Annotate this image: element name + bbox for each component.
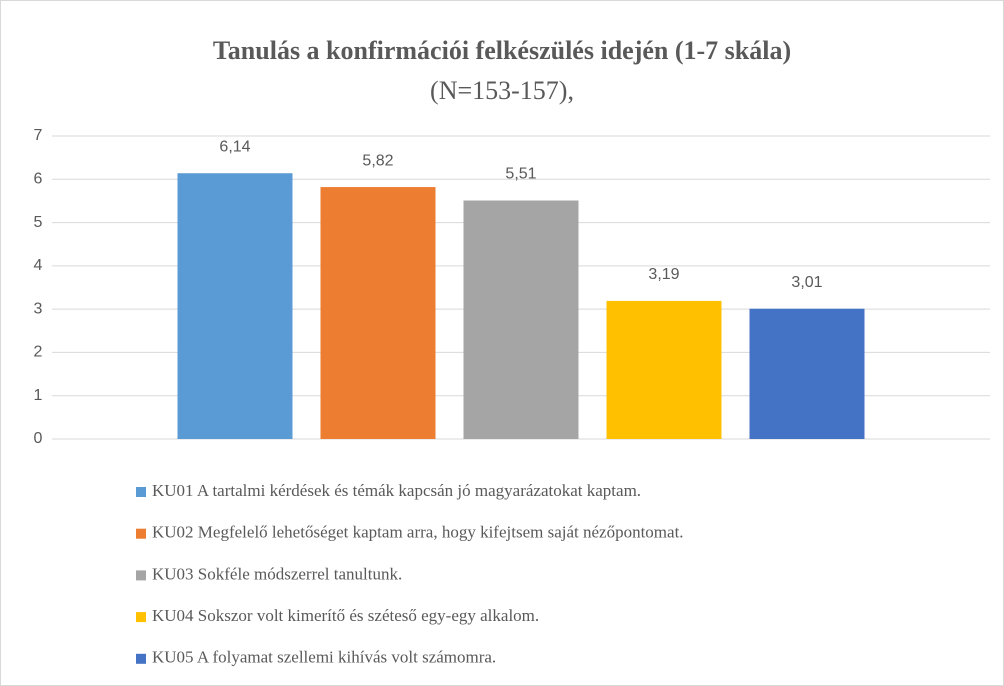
data-label: 5,82 xyxy=(362,152,393,169)
y-tick-label: 4 xyxy=(34,257,43,274)
legend-label: KU03 Sokféle módszerrel tanultunk. xyxy=(152,564,402,583)
bar xyxy=(606,300,722,439)
y-tick-label: 5 xyxy=(34,214,43,231)
data-label: 6,14 xyxy=(219,138,250,155)
legend-label: KU02 Megfelelő lehetőséget kaptam arra, … xyxy=(152,523,684,542)
y-tick-label: 2 xyxy=(34,344,43,361)
y-tick-label: 7 xyxy=(34,127,43,144)
bar xyxy=(749,308,865,439)
y-tick-label: 3 xyxy=(34,300,43,317)
legend-swatch xyxy=(136,487,146,497)
legend-label: KU05 A folyamat szellemi kihívás volt sz… xyxy=(152,648,496,667)
chart-subtitle: (N=153-157), xyxy=(430,76,574,105)
bar xyxy=(463,200,579,439)
y-tick-label: 0 xyxy=(34,430,43,447)
data-label: 5,51 xyxy=(505,166,536,183)
chart-title: Tanulás a konfirmációi felkészülés idejé… xyxy=(213,36,791,65)
legend-label: KU01 A tartalmi kérdések és témák kapcsá… xyxy=(152,481,641,500)
legend-swatch xyxy=(136,528,146,539)
legend-swatch xyxy=(136,653,146,664)
bar xyxy=(177,173,293,439)
data-label: 3,01 xyxy=(791,274,822,291)
data-label: 3,19 xyxy=(648,266,679,283)
legend-label: KU04 Sokszor volt kimerítő és széteső eg… xyxy=(152,606,539,625)
legend-swatch xyxy=(136,612,146,623)
legend-swatch xyxy=(136,570,146,581)
y-tick-label: 6 xyxy=(34,171,43,188)
bar xyxy=(320,187,436,439)
y-tick-label: 1 xyxy=(34,387,43,404)
